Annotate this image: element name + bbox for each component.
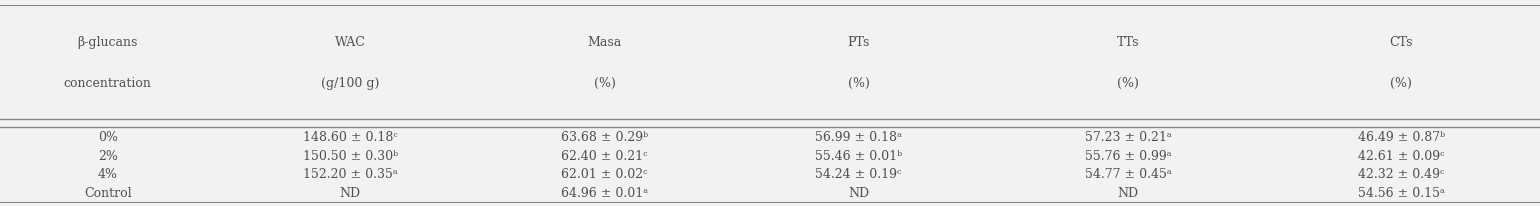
Text: (%): (%) — [593, 77, 616, 90]
Text: (%): (%) — [1391, 77, 1412, 90]
Text: TTs: TTs — [1116, 36, 1140, 49]
Text: PTs: PTs — [847, 36, 870, 49]
Text: 54.77 ± 0.45ᵃ: 54.77 ± 0.45ᵃ — [1084, 168, 1172, 180]
Text: ND: ND — [340, 186, 360, 199]
Text: CTs: CTs — [1389, 36, 1414, 49]
Text: 42.32 ± 0.49ᶜ: 42.32 ± 0.49ᶜ — [1358, 168, 1445, 180]
Text: (g/100 g): (g/100 g) — [322, 77, 379, 90]
Text: 54.24 ± 0.19ᶜ: 54.24 ± 0.19ᶜ — [815, 168, 902, 180]
Text: Masa: Masa — [587, 36, 622, 49]
Text: 54.56 ± 0.15ᵃ: 54.56 ± 0.15ᵃ — [1358, 186, 1445, 199]
Text: 148.60 ± 0.18ᶜ: 148.60 ± 0.18ᶜ — [303, 131, 397, 143]
Text: 55.46 ± 0.01ᵇ: 55.46 ± 0.01ᵇ — [815, 149, 902, 162]
Text: 64.96 ± 0.01ᵃ: 64.96 ± 0.01ᵃ — [561, 186, 648, 199]
Text: ND: ND — [1118, 186, 1138, 199]
Text: 56.99 ± 0.18ᵃ: 56.99 ± 0.18ᵃ — [815, 131, 902, 143]
Text: 57.23 ± 0.21ᵃ: 57.23 ± 0.21ᵃ — [1084, 131, 1172, 143]
Text: 62.01 ± 0.02ᶜ: 62.01 ± 0.02ᶜ — [561, 168, 648, 180]
Text: ND: ND — [849, 186, 869, 199]
Text: 4%: 4% — [99, 168, 117, 180]
Text: 63.68 ± 0.29ᵇ: 63.68 ± 0.29ᵇ — [561, 131, 648, 143]
Text: 0%: 0% — [99, 131, 117, 143]
Text: (%): (%) — [847, 77, 870, 90]
Text: Control: Control — [85, 186, 131, 199]
Text: 62.40 ± 0.21ᶜ: 62.40 ± 0.21ᶜ — [561, 149, 648, 162]
Text: 42.61 ± 0.09ᶜ: 42.61 ± 0.09ᶜ — [1358, 149, 1445, 162]
Text: (%): (%) — [1116, 77, 1140, 90]
Text: 152.20 ± 0.35ᵃ: 152.20 ± 0.35ᵃ — [303, 168, 397, 180]
Text: WAC: WAC — [334, 36, 367, 49]
Text: 2%: 2% — [99, 149, 117, 162]
Text: 46.49 ± 0.87ᵇ: 46.49 ± 0.87ᵇ — [1358, 131, 1445, 143]
Text: β-glucans: β-glucans — [77, 36, 139, 49]
Text: 55.76 ± 0.99ᵃ: 55.76 ± 0.99ᵃ — [1084, 149, 1172, 162]
Text: concentration: concentration — [63, 77, 152, 90]
Text: 150.50 ± 0.30ᵇ: 150.50 ± 0.30ᵇ — [303, 149, 397, 162]
